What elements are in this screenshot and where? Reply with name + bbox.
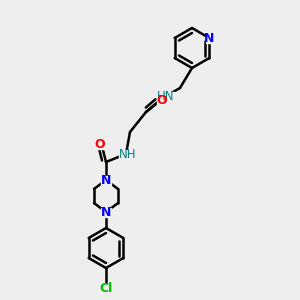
Text: Cl: Cl xyxy=(99,281,112,295)
Bar xyxy=(157,92,175,100)
Text: N: N xyxy=(101,206,111,218)
Bar xyxy=(101,176,111,184)
Bar xyxy=(98,284,113,292)
Bar xyxy=(95,140,105,148)
Text: NH: NH xyxy=(119,148,137,160)
Text: N: N xyxy=(204,32,214,44)
Text: O: O xyxy=(157,94,167,106)
Bar xyxy=(119,149,137,158)
Text: N: N xyxy=(101,173,111,187)
Text: HN: HN xyxy=(157,89,175,103)
Bar xyxy=(157,95,167,104)
Text: O: O xyxy=(95,137,105,151)
Bar xyxy=(206,34,213,43)
Bar xyxy=(101,208,111,217)
